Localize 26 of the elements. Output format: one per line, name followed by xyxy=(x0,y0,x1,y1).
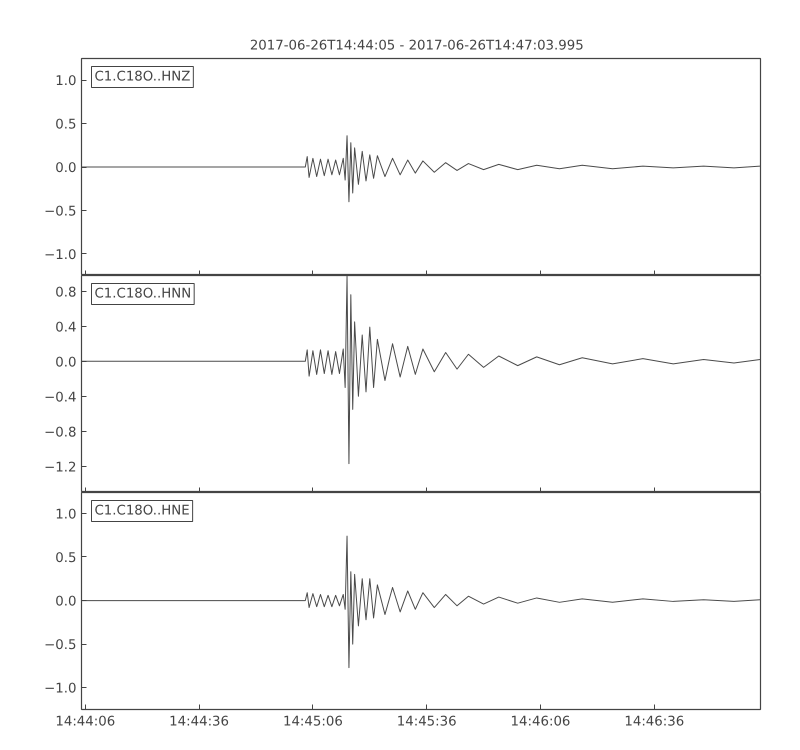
y-tick-label: 1.0 xyxy=(55,507,77,522)
annotation: C1.C18O..HNZ xyxy=(94,70,190,84)
y-tick-label: 0.0 xyxy=(55,355,77,370)
y-tick-label: 0.4 xyxy=(55,320,77,336)
y-tick-label: 0.5 xyxy=(55,118,77,133)
x-tick-label: 14:44:06 xyxy=(55,714,116,730)
y-tick-label: 0.0 xyxy=(55,594,77,610)
y-tick-label: −1.0 xyxy=(44,682,77,697)
y-tick-label: −0.8 xyxy=(44,425,77,440)
chart-title: 2017-06-26T14:44:05 - 2017-06-26T14:47:03.995 xyxy=(250,38,584,54)
y-tick-label: 0.5 xyxy=(55,550,77,566)
y-tick-label: −0.5 xyxy=(44,204,77,220)
x-tick-label: 14:45:06 xyxy=(282,714,343,730)
annotation: C1.C18O..HNE xyxy=(94,504,190,518)
y-tick-label: −1.2 xyxy=(44,460,77,476)
y-tick-label: −1.0 xyxy=(44,248,77,263)
y-tick-label: 1.0 xyxy=(55,74,77,90)
x-tick-label: 14:46:06 xyxy=(510,714,570,730)
y-tick-label: 0.0 xyxy=(55,161,77,176)
x-tick-label: 14:46:36 xyxy=(624,714,684,730)
x-tick-label: 14:44:36 xyxy=(169,714,230,730)
y-tick-label: 0.8 xyxy=(55,285,77,300)
y-tick-label: −0.5 xyxy=(44,638,77,654)
annotation: C1.C18O..HNN xyxy=(94,286,192,302)
y-tick-label: −0.4 xyxy=(44,390,77,406)
x-tick-label: 14:45:36 xyxy=(396,714,457,730)
